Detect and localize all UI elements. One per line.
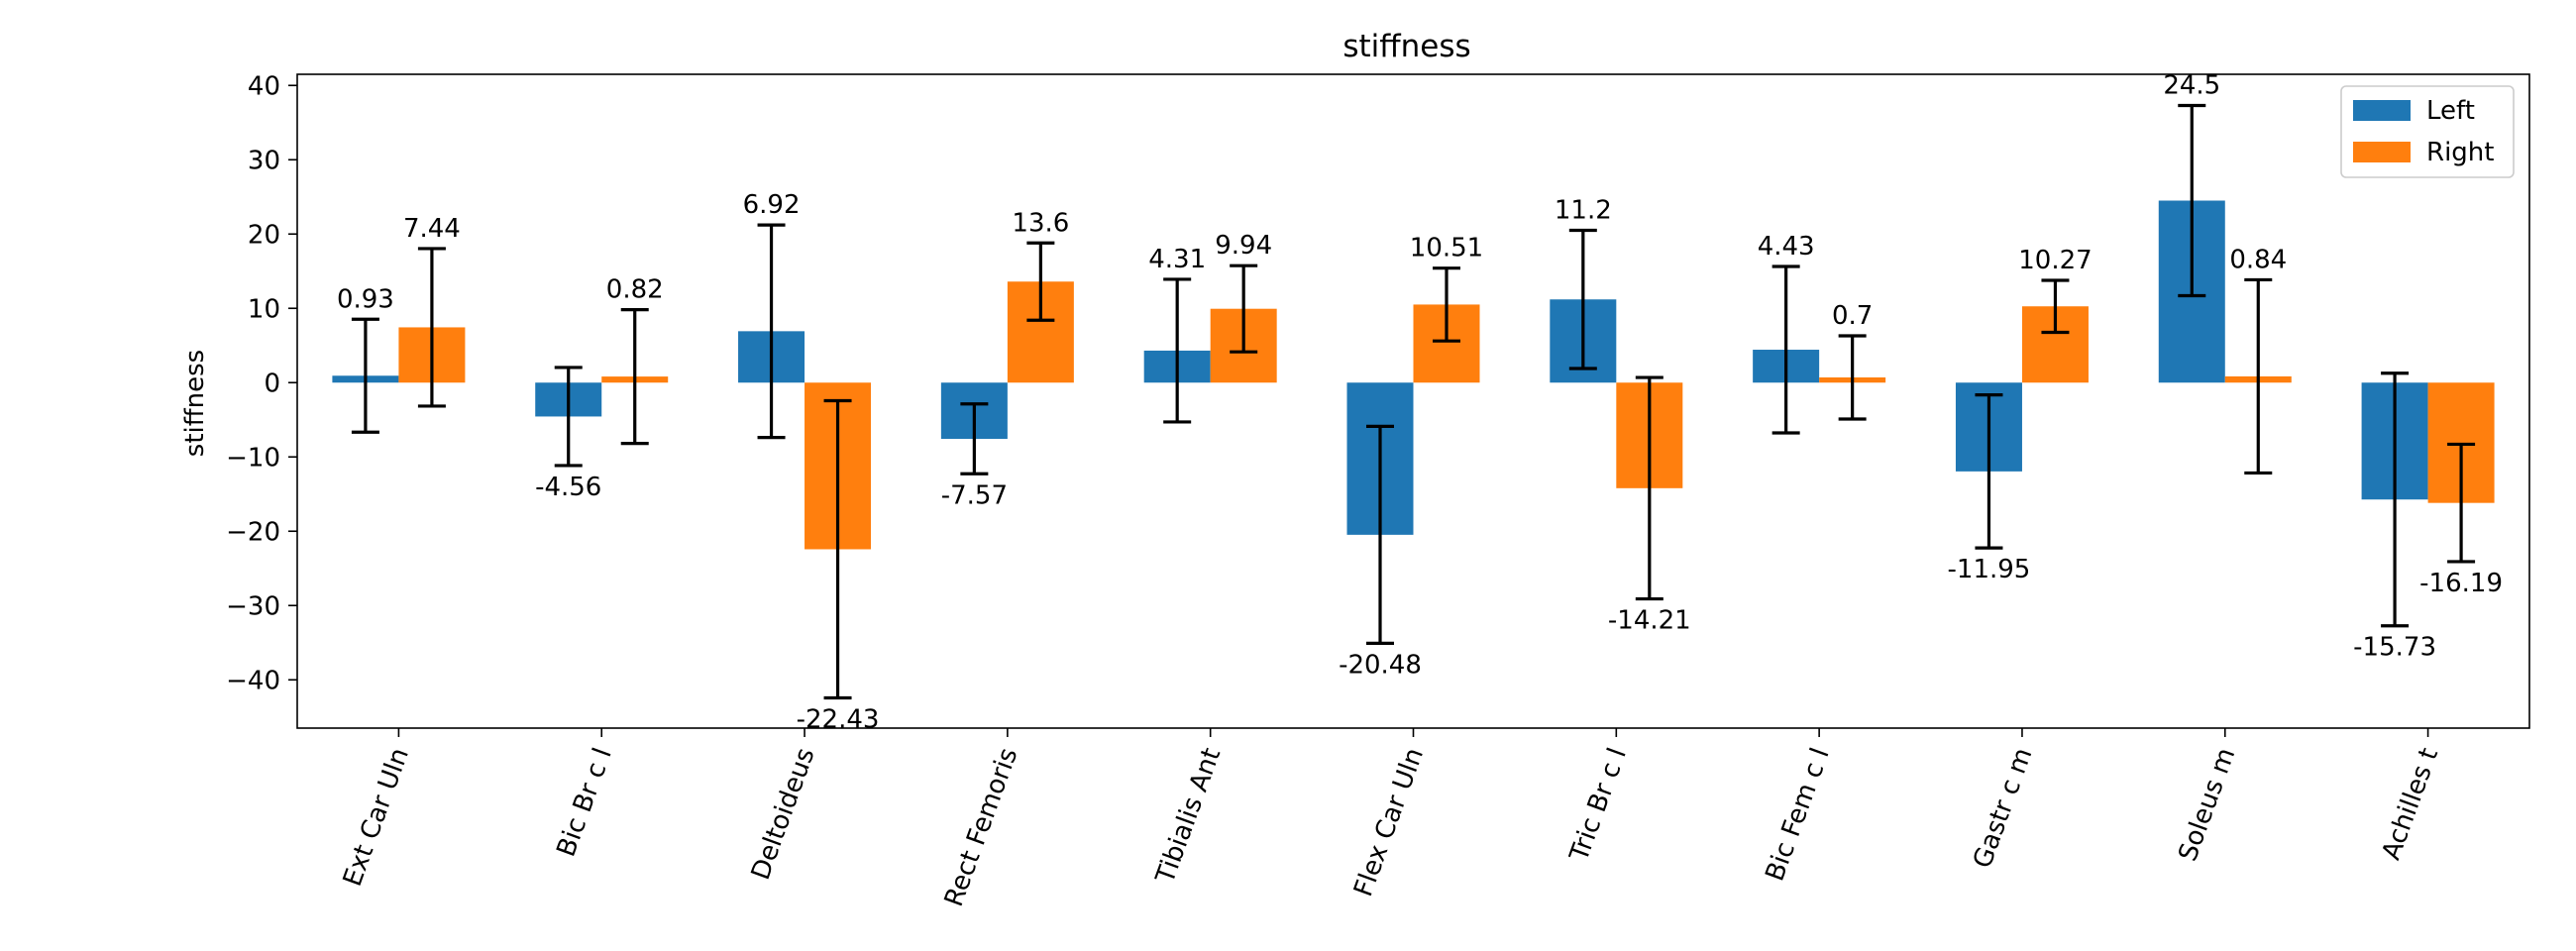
- plot-area: 0.93 -4.56 6.92 -7.57 4.31 -20.48 11.2 4.43 -11.…: [226, 71, 2530, 910]
- errorbar-left-9: [2178, 103, 2206, 298]
- y-tick-label-6: 20: [248, 220, 280, 250]
- legend-label-right: Right: [2426, 138, 2494, 167]
- value-label-left-1: -4.56: [535, 473, 601, 502]
- errorbar-right-9: [2244, 277, 2273, 476]
- errorbar-right-1: [620, 308, 649, 446]
- value-label-right-4: 9.94: [1215, 231, 1272, 261]
- x-tick-label-2: Deltoideus: [746, 744, 821, 884]
- value-label-left-0: 0.93: [337, 284, 394, 314]
- errorbar-right-2: [823, 398, 852, 700]
- value-label-left-2: 6.92: [743, 190, 801, 220]
- errorbar-left-6: [1568, 228, 1597, 370]
- x-tick-label-4: Tibialis Ant: [1150, 744, 1227, 888]
- value-label-left-6: 11.2: [1555, 196, 1612, 226]
- x-tick-label-5: Flex Car Uln: [1348, 744, 1430, 900]
- value-label-right-9: 0.84: [2229, 245, 2287, 274]
- x-tick-label-8: Gastr c m: [1968, 744, 2039, 872]
- value-label-left-8: -11.95: [1948, 555, 2031, 584]
- x-tick-label-9: Soleus m: [2173, 744, 2241, 865]
- x-tick-label-7: Bic Fem c l: [1760, 744, 1835, 885]
- errorbar-left-3: [960, 402, 989, 476]
- errorbar-left-4: [1163, 277, 1192, 424]
- y-tick-label-3: −10: [226, 443, 280, 473]
- errorbar-left-0: [351, 317, 379, 434]
- value-label-right-3: 13.6: [1012, 208, 1069, 238]
- y-tick-label-0: −40: [226, 666, 280, 695]
- value-label-right-10: -16.19: [2419, 569, 2503, 598]
- value-label-right-7: 0.7: [1832, 301, 1873, 331]
- value-label-right-5: 10.51: [1410, 234, 1483, 264]
- y-tick-label-4: 0: [264, 369, 280, 398]
- errorbar-right-5: [1433, 266, 1460, 343]
- value-label-right-2: -22.43: [797, 704, 880, 734]
- legend-swatch-right: [2353, 142, 2411, 162]
- y-tick-label-8: 40: [248, 71, 280, 101]
- errorbar-left-1: [554, 366, 583, 468]
- errorbar-right-0: [417, 247, 446, 408]
- errorbar-right-7: [1838, 334, 1867, 421]
- errorbar-left-8: [1975, 393, 2003, 550]
- value-label-left-9: 24.5: [2163, 71, 2220, 101]
- errorbar-left-2: [757, 223, 786, 440]
- legend-swatch-left: [2353, 100, 2411, 121]
- value-label-left-7: 4.43: [1758, 232, 1815, 262]
- value-label-right-0: 7.44: [403, 214, 461, 244]
- errorbar-right-4: [1230, 264, 1258, 354]
- y-tick-label-1: −30: [226, 591, 280, 621]
- value-label-left-5: -20.48: [1339, 650, 1422, 680]
- x-tick-label-1: Bic Br c l: [552, 744, 618, 861]
- y-tick-label-2: −20: [226, 517, 280, 547]
- errorbar-right-8: [2041, 278, 2070, 335]
- value-label-right-1: 0.82: [606, 275, 664, 305]
- errorbar-left-7: [1771, 264, 1800, 435]
- chart-title: stiffness: [1342, 29, 1470, 64]
- legend: Left Right: [2340, 85, 2515, 178]
- errorbar-right-10: [2447, 442, 2476, 564]
- x-tick-label-6: Tric Br c l: [1564, 744, 1633, 866]
- value-label-right-6: -14.21: [1608, 606, 1691, 636]
- errorbar-left-5: [1366, 424, 1394, 645]
- y-tick-label-7: 30: [248, 146, 280, 175]
- errorbar-left-10: [2381, 371, 2410, 628]
- value-label-left-3: -7.57: [941, 480, 1008, 510]
- errorbar-right-6: [1635, 375, 1664, 601]
- x-tick-label-0: Ext Car Uln: [338, 744, 415, 890]
- y-axis-label: stiffness: [180, 350, 210, 457]
- value-label-left-4: 4.31: [1148, 245, 1206, 274]
- x-tick-label-3: Rect Femoris: [939, 744, 1024, 910]
- y-tick-label-5: 10: [248, 294, 280, 324]
- legend-label-left: Left: [2426, 96, 2475, 126]
- errorbar-right-3: [1026, 241, 1055, 322]
- value-label-left-10: -15.73: [2353, 633, 2436, 663]
- value-label-right-8: 10.27: [2018, 246, 2092, 275]
- x-tick-label-10: Achilles t: [2377, 744, 2444, 864]
